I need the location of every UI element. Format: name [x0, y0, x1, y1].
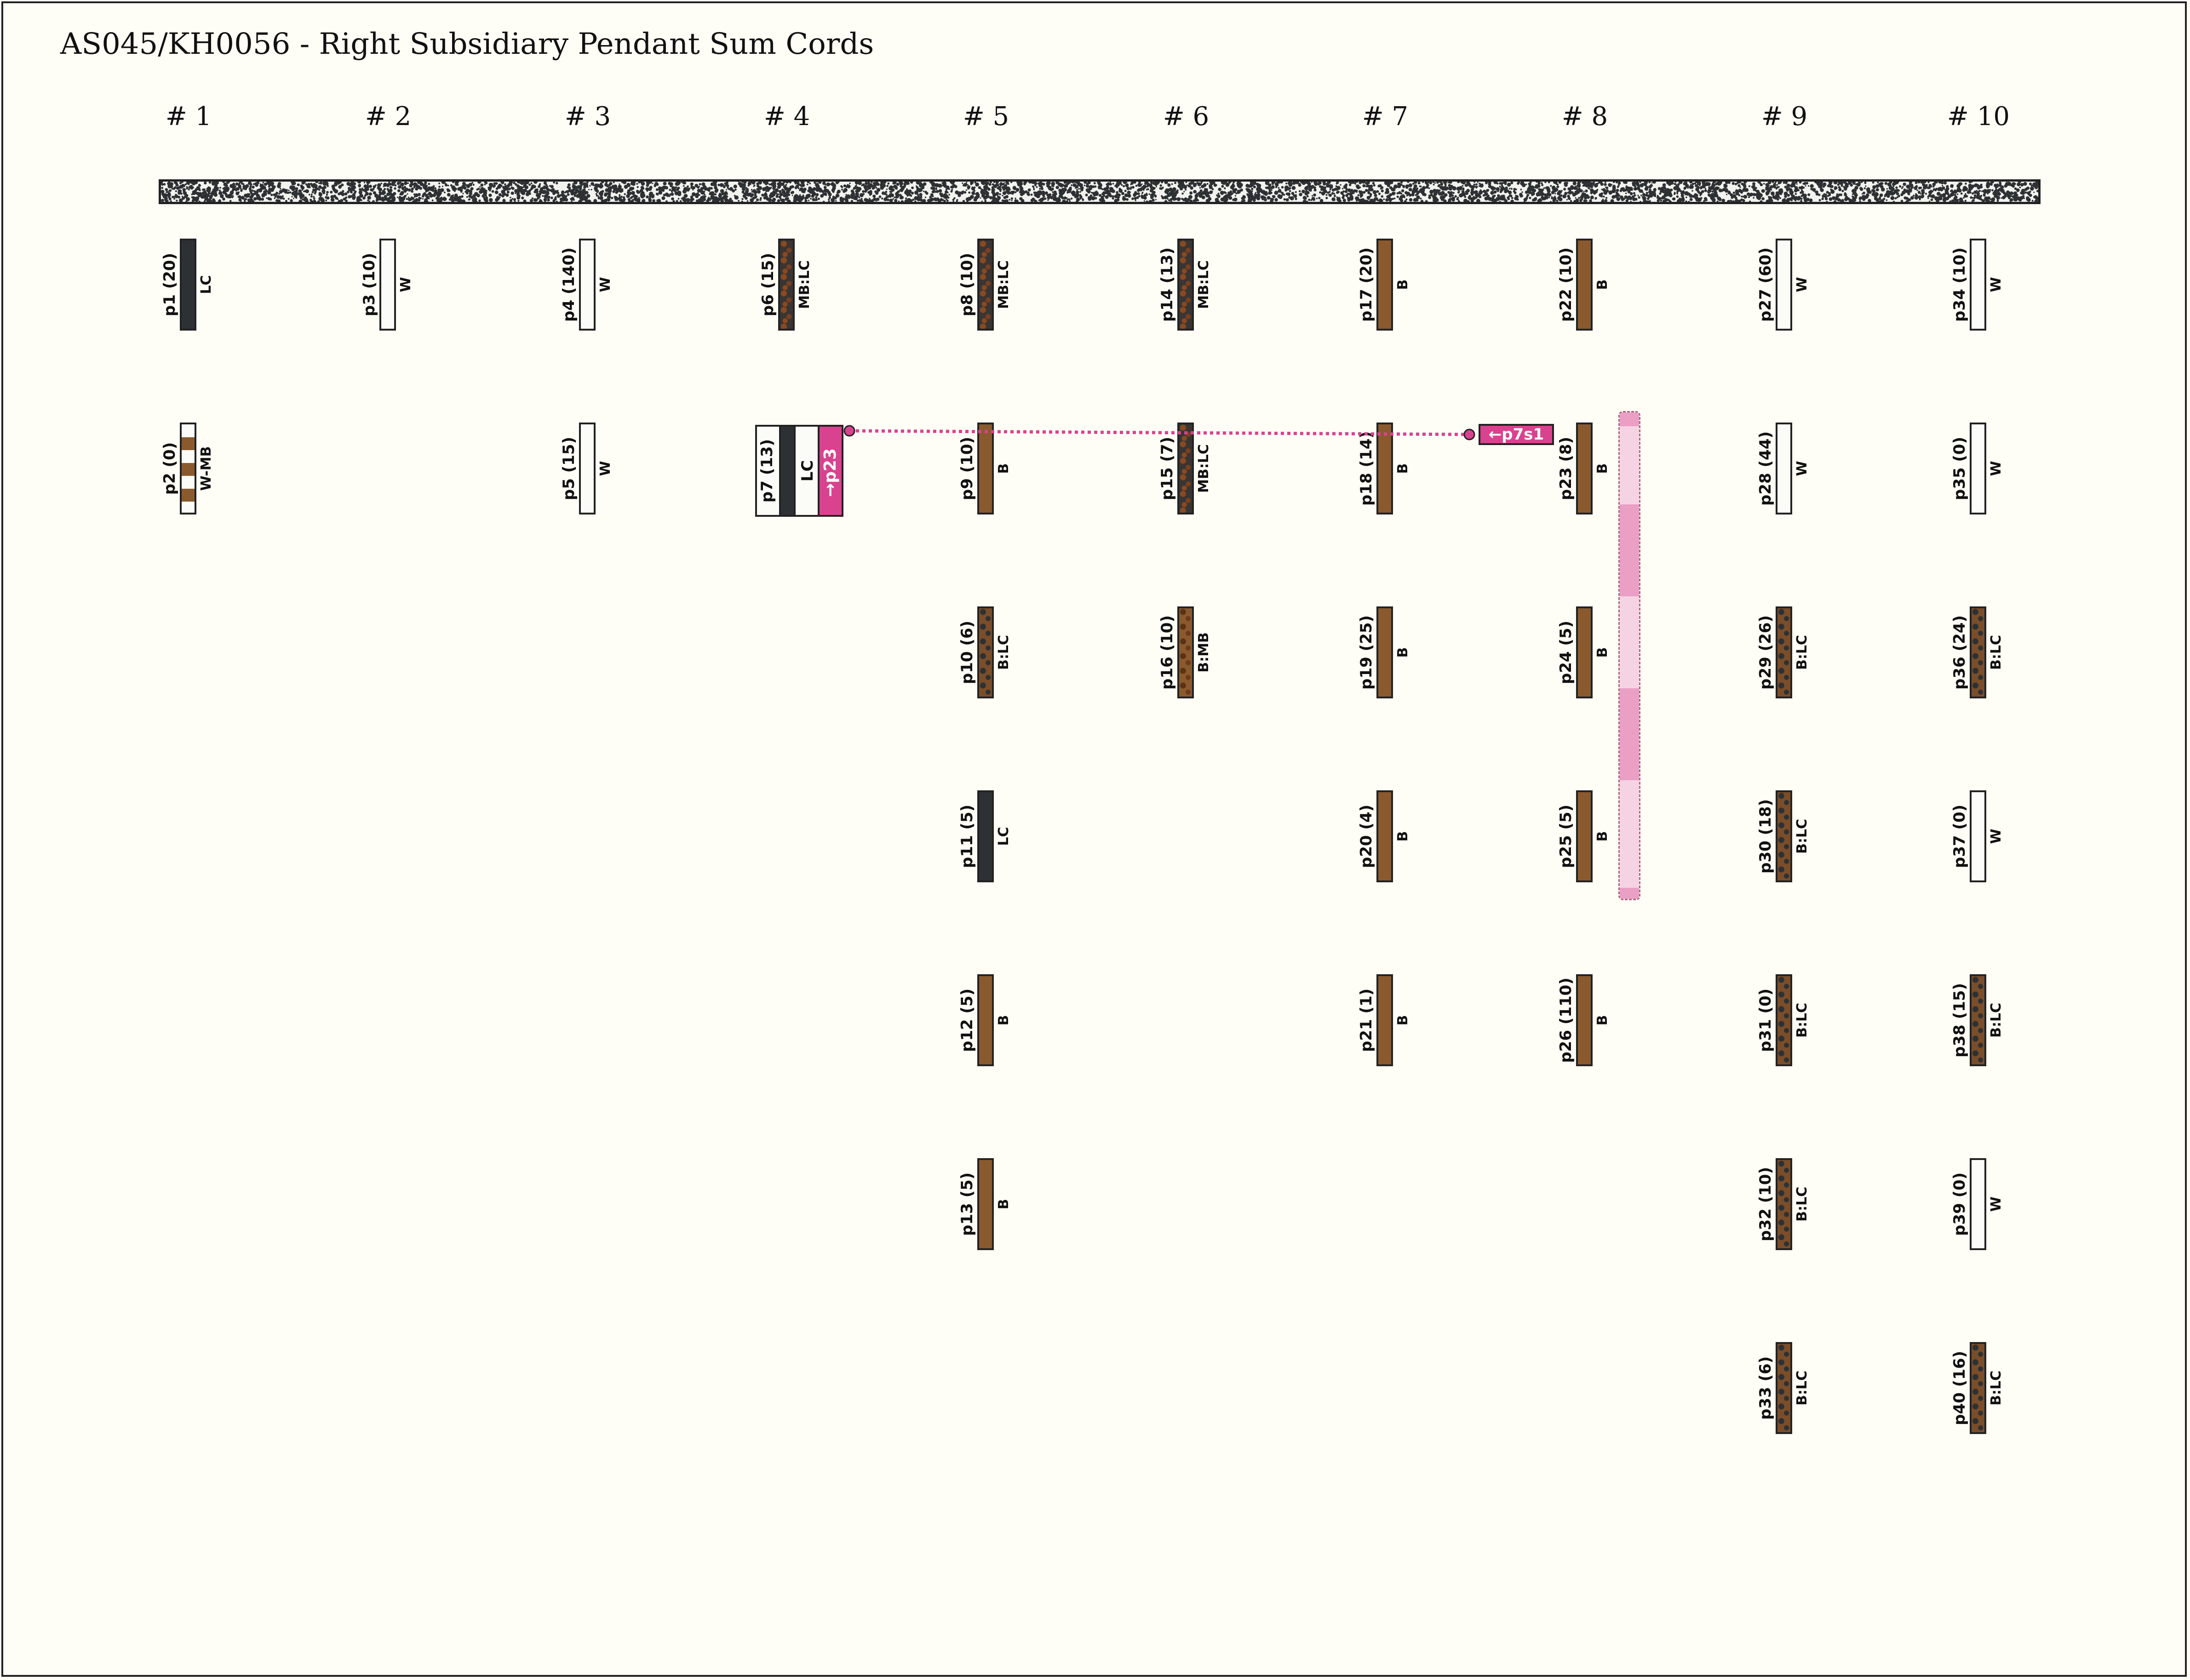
pendant-cord [1177, 423, 1194, 514]
group-label: # 1 [165, 102, 212, 131]
p23-sum-bar [1618, 411, 1640, 900]
pendant-cord [1576, 423, 1593, 514]
pendant-cord [1576, 239, 1593, 331]
link-end-dot [1463, 429, 1475, 440]
sum-band [1620, 504, 1639, 596]
page-title: AS045/KH0056 - Right Subsidiary Pendant … [60, 27, 874, 61]
p7-link-label: →p23 [821, 448, 840, 497]
pendant-cord [977, 790, 994, 882]
pendant-cord [1776, 606, 1792, 698]
pendant-cord [1970, 606, 1986, 698]
pendant-cord [1576, 790, 1593, 882]
pendant-cord [977, 239, 994, 331]
p7-lc-segment [779, 425, 796, 517]
pendant-cord [1376, 974, 1393, 1066]
group-label: # 7 [1362, 102, 1409, 131]
sum-link-line [843, 425, 1475, 440]
pendant-cord [1970, 1158, 1986, 1250]
sum-band [1620, 412, 1639, 426]
pendant-cord [1776, 423, 1792, 514]
pendant-cord [778, 239, 795, 331]
pendant-cord [1776, 974, 1792, 1066]
group-label: # 8 [1561, 102, 1608, 131]
pendant-cord [977, 1158, 994, 1250]
p7-link-segment: →p23 [818, 425, 843, 517]
pendant-cord [1970, 239, 1986, 331]
link-dotted-line [849, 429, 1471, 436]
pendant-cord [180, 239, 196, 331]
sum-band [1620, 888, 1639, 899]
pendant-cord [1177, 606, 1194, 698]
pendant-cord [1776, 1342, 1792, 1434]
pendant-cord [579, 423, 596, 514]
p7s1-tag: ←p7s1 [1479, 424, 1554, 445]
group-label: # 5 [963, 102, 1009, 131]
pendant-cord [1576, 606, 1593, 698]
sum-band [1620, 596, 1639, 688]
p7-white-segment [755, 425, 781, 517]
pendant-cord [1970, 423, 1986, 514]
sum-band [1620, 688, 1639, 780]
pendant-cord [977, 423, 994, 514]
group-label: # 9 [1761, 102, 1808, 131]
pendant-cord [1376, 606, 1393, 698]
pendant-cord [977, 606, 994, 698]
p7-color: LC [798, 460, 817, 482]
pendant-cord [1376, 239, 1393, 331]
pendant-cord [1376, 423, 1393, 514]
pendant-cord [1376, 790, 1393, 882]
pendant-cord [1776, 1158, 1792, 1250]
pendant-cord [1970, 790, 1986, 882]
group-label: # 4 [763, 102, 810, 131]
group-label: # 2 [365, 102, 412, 131]
sum-band [1620, 780, 1639, 899]
pendant-p7-group: →p23 p7 (13) LC [755, 425, 843, 517]
top-cord-texture [161, 182, 2038, 202]
p7-white-segment-2 [794, 425, 820, 517]
pendant-cord [1776, 239, 1792, 331]
pendant-cord [180, 423, 196, 514]
group-label: # 10 [1947, 102, 2010, 131]
top-cord [159, 179, 2041, 204]
pendant-cord [1970, 1342, 1986, 1434]
sum-band [1620, 412, 1639, 504]
pendant-cord [1970, 974, 1986, 1066]
pendant-cord [379, 239, 396, 331]
pendant-cord [579, 239, 596, 331]
p7-id: p7 (13) [758, 439, 776, 503]
pendant-cord [1177, 239, 1194, 331]
group-label: # 3 [564, 102, 611, 131]
pendant-cord [1776, 790, 1792, 882]
pendant-cord [977, 974, 994, 1066]
pendant-cord [1576, 974, 1593, 1066]
link-start-dot [843, 425, 855, 437]
group-label: # 6 [1163, 102, 1210, 131]
